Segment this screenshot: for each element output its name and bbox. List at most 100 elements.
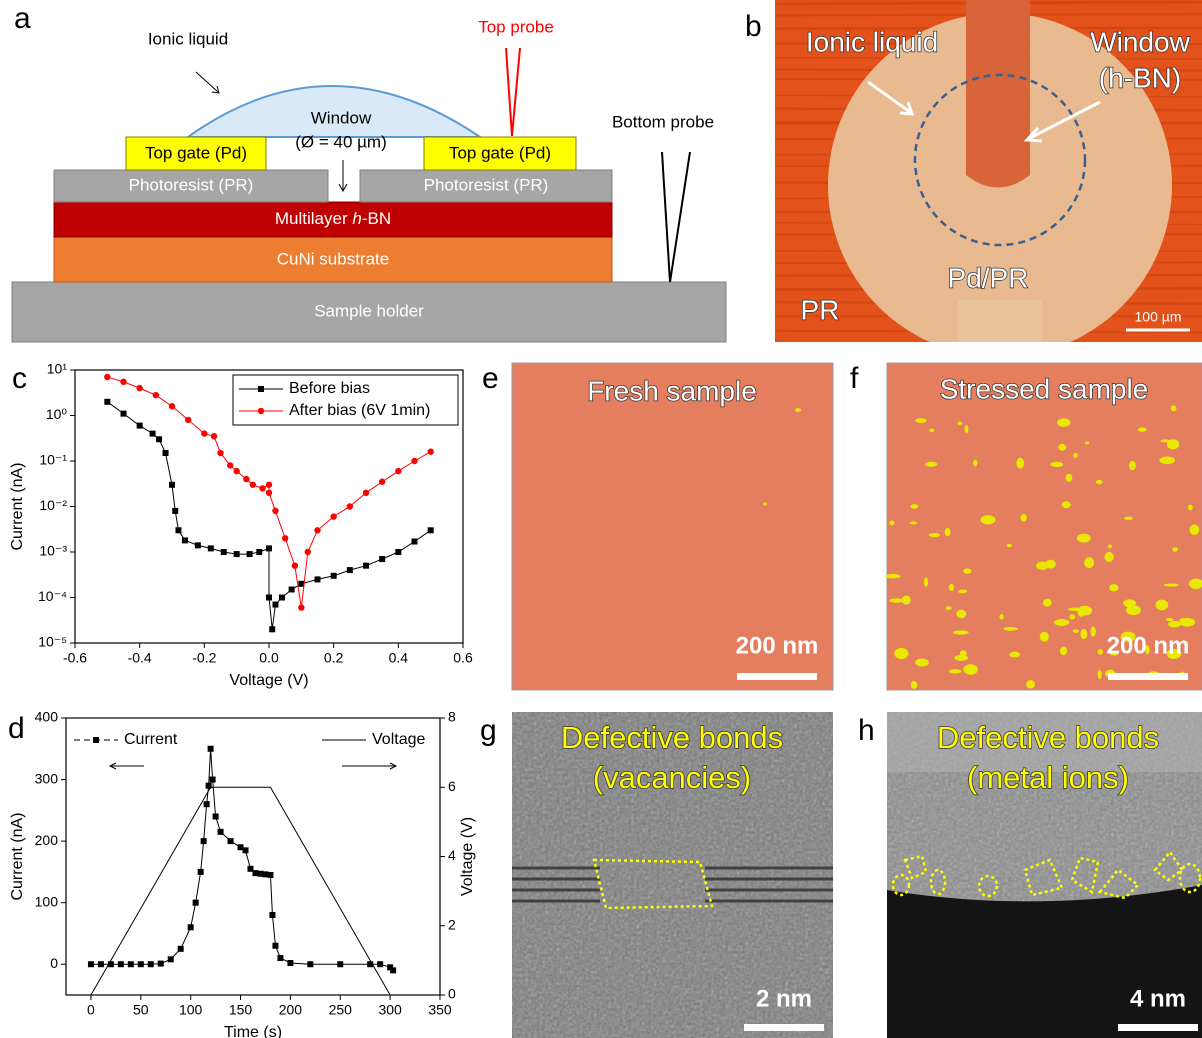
x-tick-label: 0.0	[259, 650, 279, 666]
data-point	[121, 411, 127, 417]
afm-spot	[1078, 606, 1093, 616]
afm-map: Fresh sample 200 nm	[512, 363, 833, 690]
afm-spot	[953, 630, 969, 634]
diagram-label: Top probe	[478, 17, 554, 36]
data-point	[178, 946, 184, 952]
pointer	[196, 72, 218, 92]
data-point	[98, 961, 104, 967]
tem-title: Defective bonds	[937, 720, 1159, 755]
afm-spot	[1006, 544, 1011, 548]
y-tick-label: 10⁰	[46, 406, 68, 422]
data-point	[188, 924, 194, 930]
probe-line	[662, 152, 670, 282]
afm-spot	[946, 606, 952, 610]
afm-spot	[1155, 600, 1168, 611]
scale-bar	[744, 1024, 824, 1031]
data-point	[156, 436, 162, 442]
data-point	[201, 430, 207, 436]
data-point	[210, 777, 216, 783]
data-point	[104, 399, 110, 405]
data-point	[118, 961, 124, 967]
scale-label: 200 nm	[1107, 632, 1190, 659]
data-point	[272, 602, 278, 608]
data-point	[136, 385, 142, 391]
y2-tick-label: 6	[448, 778, 456, 794]
data-point	[267, 872, 273, 878]
afm-spot	[1040, 632, 1049, 642]
data-point	[234, 551, 240, 557]
scale-bar	[1108, 673, 1188, 680]
y-tick-label: 10¹	[47, 361, 68, 377]
data-point	[259, 485, 265, 491]
afm-spot	[1138, 427, 1147, 431]
data-line	[91, 749, 393, 971]
afm-spot	[1058, 444, 1066, 451]
data-point	[243, 476, 249, 482]
afm-map: Stressed sample 200 nm	[885, 363, 1202, 690]
x-axis-label: Time (s)	[224, 1024, 282, 1038]
diagram-label: Sample holder	[314, 301, 424, 320]
scale-bar	[1118, 1024, 1198, 1031]
afm-spot	[1003, 627, 1018, 631]
legend-marker	[93, 737, 99, 743]
afm-spot	[1096, 480, 1103, 485]
diagram-label: Photoresist (PR)	[424, 175, 549, 194]
data-point	[158, 961, 164, 967]
afm-spot	[889, 598, 904, 602]
afm-spot	[885, 574, 900, 579]
afm-spot	[929, 428, 934, 432]
y-tick-label: 10⁻³	[39, 543, 67, 559]
data-point	[201, 838, 207, 844]
data-point	[331, 573, 337, 579]
afm-title: Stressed sample	[940, 373, 1149, 404]
pd-lead	[958, 300, 1042, 350]
afm-spot	[910, 504, 918, 509]
afm-spot	[973, 460, 977, 467]
afm-spot	[902, 595, 911, 604]
micrograph-label: (h-BN)	[1099, 62, 1181, 93]
data-point	[120, 379, 126, 385]
afm-spot	[1104, 552, 1113, 562]
data-point	[269, 912, 275, 918]
data-point	[185, 417, 191, 423]
afm-spot	[1085, 441, 1090, 444]
afm-spot	[1021, 514, 1027, 522]
data-point	[305, 549, 311, 555]
data-point	[247, 551, 253, 557]
data-point	[228, 838, 234, 844]
afm-spot	[1164, 583, 1179, 586]
data-point	[150, 431, 156, 437]
data-point	[221, 549, 227, 555]
afm-spot	[1069, 614, 1075, 620]
afm-spot	[1062, 501, 1071, 508]
afm-spot	[1159, 457, 1175, 465]
substrate-region	[887, 885, 1202, 1038]
afm-spot	[1126, 605, 1141, 615]
afm-spot	[945, 528, 951, 536]
scale-label: 2 nm	[756, 985, 812, 1012]
data-point	[266, 595, 272, 601]
data-point	[279, 595, 285, 601]
afm-spot	[1084, 557, 1094, 568]
afm-spot	[1109, 584, 1118, 591]
data-point	[233, 468, 239, 474]
micrograph-label: Ionic liquid	[806, 26, 938, 57]
data-point	[266, 490, 272, 496]
data-point	[266, 545, 272, 551]
afm-spot	[1091, 627, 1096, 637]
micrograph-label: PR	[801, 294, 840, 325]
data-point	[307, 961, 313, 967]
afm-spot	[1036, 562, 1049, 570]
y-tick-label: 100	[35, 893, 59, 909]
data-point	[217, 450, 223, 456]
probe-line	[670, 152, 690, 282]
afm-spot	[963, 664, 977, 675]
afm-spot	[1009, 652, 1020, 658]
y-axis-label: Current (nA)	[9, 812, 26, 900]
diagram-label: Window	[311, 108, 372, 127]
afm-spot	[889, 521, 894, 526]
afm-spot	[981, 515, 996, 524]
afm-spot	[1172, 547, 1177, 552]
afm-spot	[963, 568, 971, 574]
panel-label: b	[745, 10, 762, 43]
